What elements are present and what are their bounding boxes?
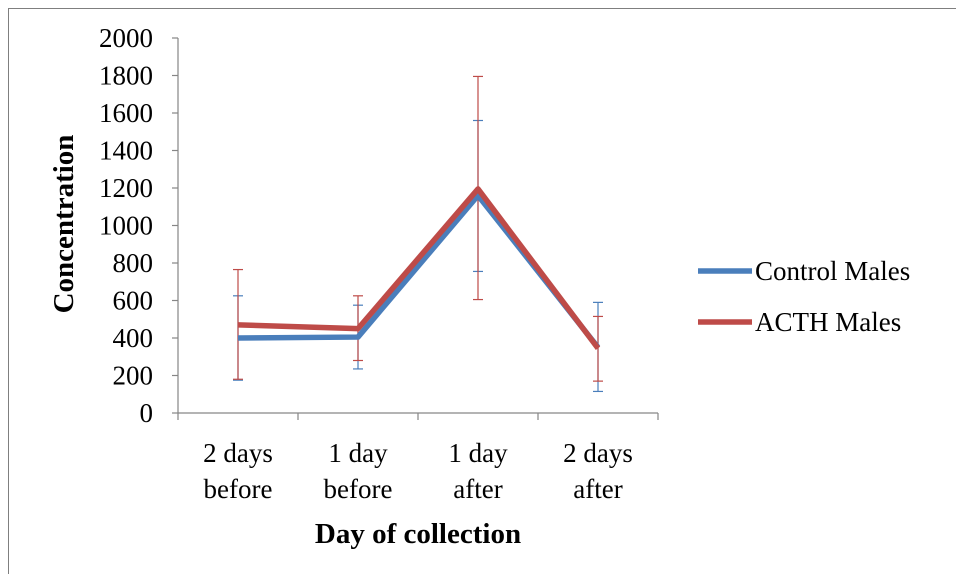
y-tick-label: 600 <box>113 286 154 316</box>
axes: 0 200 400 600 800 1000 1200 1400 1600 1800 2000 2 d… <box>99 23 659 504</box>
x-tick-label: 1 day before <box>324 438 393 504</box>
y-tick-label: 400 <box>113 323 154 353</box>
y-tick-label: 1000 <box>99 211 153 241</box>
y-tick-label: 800 <box>113 248 154 278</box>
legend-label: ACTH Males <box>755 307 901 337</box>
legend-label: Control Males <box>755 256 910 286</box>
error-bars <box>233 75 603 393</box>
y-tick-label: 1800 <box>99 61 153 91</box>
y-tick-label: 200 <box>113 361 154 391</box>
y-tick-label: 0 <box>140 398 154 428</box>
y-tick-label: 1200 <box>99 173 153 203</box>
y-tick-label: 2000 <box>99 23 153 53</box>
x-tick-label: 2 days before <box>203 438 273 504</box>
chart-frame <box>8 8 956 574</box>
series-lines <box>237 186 601 350</box>
y-tick-label: 1400 <box>99 136 153 166</box>
y-axis-title: Concentration <box>48 135 80 314</box>
y-tick-label: 1600 <box>99 98 153 128</box>
x-tick-label: 2 days after <box>563 438 633 504</box>
legend: Control Males ACTH Males <box>698 256 910 337</box>
x-tick-label: 1 day after <box>448 438 508 504</box>
x-axis-title: Day of collection <box>315 518 521 550</box>
series-line <box>237 186 601 350</box>
